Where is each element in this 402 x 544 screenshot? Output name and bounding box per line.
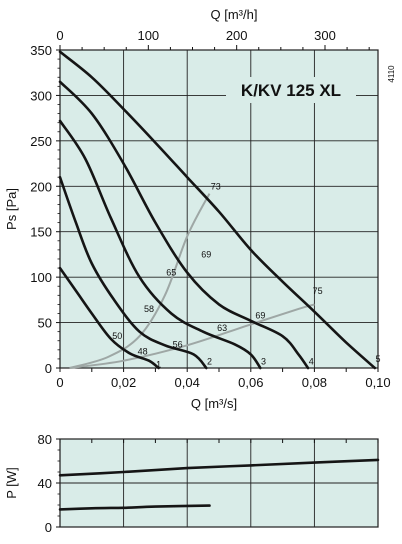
curve-label: 69 bbox=[201, 249, 211, 259]
main-top-ticks: 0 100 200 300 bbox=[56, 28, 335, 43]
x-tick-label: 0,08 bbox=[302, 375, 327, 390]
main-x-ticks: 0 0,02 0,04 0,06 0,08 0,10 bbox=[56, 375, 390, 390]
power-y-tick-label: 80 bbox=[38, 432, 52, 447]
y-tick-label: 250 bbox=[30, 134, 52, 149]
power-y-tick-label: 40 bbox=[38, 476, 52, 491]
system-curve bbox=[69, 193, 211, 369]
bottom-axis-title: Q [m³/s] bbox=[191, 396, 237, 411]
fan-curve-4 bbox=[58, 80, 310, 370]
x-tick-label: 0,04 bbox=[175, 375, 200, 390]
top-tick-label: 200 bbox=[226, 28, 248, 43]
curve-label: 50 bbox=[112, 331, 122, 341]
top-axis-title: Q [m³/h] bbox=[211, 7, 258, 22]
y-tick-label: 150 bbox=[30, 225, 52, 240]
top-tick-label: 100 bbox=[137, 28, 159, 43]
y-tick-label: 100 bbox=[30, 270, 52, 285]
power-chart: 0 40 80 P [W] bbox=[4, 432, 380, 535]
curve-label: 65 bbox=[166, 268, 176, 278]
power-y-tick-label: 0 bbox=[45, 520, 52, 535]
main-grid bbox=[56, 45, 379, 372]
curve-label: 56 bbox=[173, 339, 183, 349]
power-y-axis-title: P [W] bbox=[4, 467, 19, 499]
y-tick-label: 350 bbox=[30, 43, 52, 58]
curve-label: 63 bbox=[217, 323, 227, 333]
power-y-ticks: 0 40 80 bbox=[38, 432, 52, 535]
y-tick-label: 0 bbox=[45, 361, 52, 376]
curve-label: 2 bbox=[207, 357, 212, 367]
curve-label: 3 bbox=[261, 357, 266, 367]
top-tick-label: 0 bbox=[56, 28, 63, 43]
fan-curves bbox=[58, 50, 377, 370]
power-curve-1 bbox=[58, 504, 211, 511]
model-label: K/KV 125 XL bbox=[241, 81, 341, 100]
y-axis-title: Ps [Pa] bbox=[4, 188, 19, 230]
y-tick-label: 50 bbox=[38, 316, 52, 331]
power-grid bbox=[56, 438, 379, 528]
curve-label: 75 bbox=[313, 286, 323, 296]
power-curves bbox=[58, 458, 380, 511]
fan-curve-3 bbox=[58, 119, 262, 370]
curve-label: 69 bbox=[255, 310, 265, 320]
y-tick-label: 200 bbox=[30, 179, 52, 194]
curve-label: 58 bbox=[144, 304, 154, 314]
fan-curve-2 bbox=[58, 175, 208, 370]
fan-curve-1 bbox=[58, 266, 160, 370]
curve-label: 5 bbox=[375, 354, 380, 364]
x-tick-label: 0,06 bbox=[238, 375, 263, 390]
y-tick-label: 300 bbox=[30, 88, 52, 103]
main-chart: 0 0,02 0,04 0,06 0,08 0,10 0 100 200 300 0 50 100 1… bbox=[4, 7, 396, 411]
top-tick-label: 300 bbox=[314, 28, 336, 43]
power-curve-2 bbox=[58, 458, 380, 477]
main-y-ticks: 0 50 100 150 200 250 300 350 bbox=[30, 43, 52, 376]
curve-label: 48 bbox=[138, 347, 148, 357]
model-label-background bbox=[226, 77, 356, 103]
curve-label: 4 bbox=[309, 357, 314, 367]
x-tick-label: 0 bbox=[56, 375, 63, 390]
curve-label: 73 bbox=[211, 181, 221, 191]
side-code: 4110 bbox=[387, 65, 396, 83]
x-tick-label: 0,02 bbox=[111, 375, 136, 390]
x-tick-label: 0,10 bbox=[365, 375, 390, 390]
fan-curve-5 bbox=[58, 50, 377, 370]
curve-labels: 1 2 3 4 5 48 50 56 58 63 65 69 69 73 75 bbox=[112, 181, 380, 369]
curve-label: 1 bbox=[156, 359, 161, 369]
